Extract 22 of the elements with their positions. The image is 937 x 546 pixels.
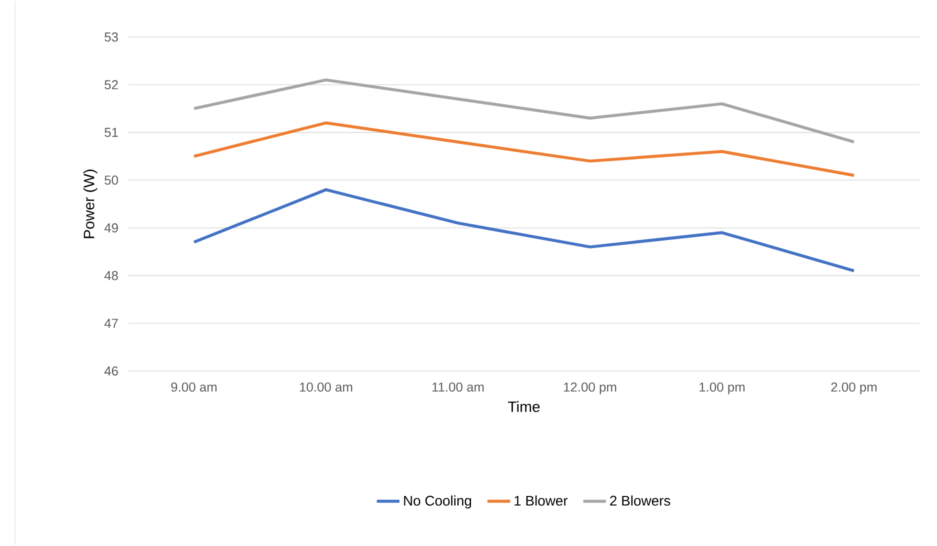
y-axis-title: Power (W)	[83, 170, 98, 238]
line-series	[192, 78, 856, 144]
y-tick-label: 49	[104, 223, 118, 232]
x-tick-label: 12.00 pm	[564, 382, 616, 394]
legend-label: 1 Blower	[514, 495, 568, 506]
legend-label: No Cooling	[404, 495, 472, 508]
line-series	[192, 188, 856, 272]
y-tick-label: 51	[104, 128, 118, 137]
y-tick-label: 53	[104, 32, 118, 42]
legend-label: 2 Blowers	[610, 495, 670, 506]
x-tick-label: 10.00 am	[300, 382, 352, 392]
x-axis-title: Time	[508, 401, 540, 412]
x-tick-label: 9.00 am	[171, 382, 217, 392]
x-tick-label: 11.00 am	[432, 382, 484, 392]
line-series	[192, 121, 856, 177]
y-tick-label: 52	[104, 80, 118, 90]
y-tick-label: 50	[104, 176, 118, 185]
y-tick-label: 47	[104, 318, 118, 328]
x-tick-label: 2.00 pm	[831, 382, 877, 394]
y-tick-label: 48	[104, 270, 118, 280]
x-tick-label: 1.00 pm	[700, 382, 745, 394]
y-tick-label: 46	[104, 366, 118, 376]
